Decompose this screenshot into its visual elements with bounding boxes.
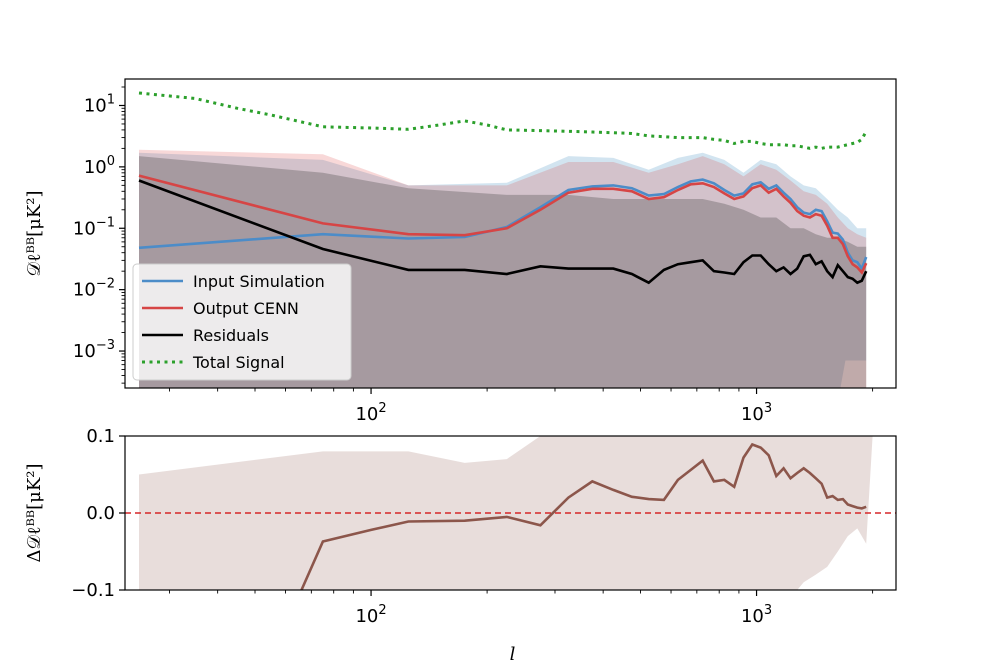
y-tick-label: 10−1 <box>73 215 115 239</box>
x-tick-base: 10 <box>355 404 378 425</box>
top-axes-frame <box>124 78 897 389</box>
legend-label: Output CENN <box>193 299 299 318</box>
bottom-y-tick-label: 0.0 <box>86 503 115 524</box>
top-series-lines <box>138 91 868 285</box>
top-y-axis-label: 𝒟ℓᴮᴮ[μK²] <box>24 190 45 276</box>
series-line-total-signal <box>138 91 868 150</box>
y-tick-exponent: −3 <box>96 338 115 353</box>
top-x-tick-label: 102 <box>355 401 386 425</box>
legend-label: Residuals <box>193 326 269 345</box>
y-tick-exponent: −2 <box>96 277 115 292</box>
top-x-tick-label: 103 <box>741 401 772 425</box>
y-tick-base: 10 <box>73 341 96 362</box>
bottom-y-axis-label: Δ𝒟ℓᴮᴮ[μK²] <box>24 463 45 562</box>
series-line-residuals <box>138 179 868 285</box>
bottom-series-lines <box>300 442 867 591</box>
x-tick-base: 10 <box>741 606 764 627</box>
y-tick-base: 10 <box>73 280 96 301</box>
x-tick-exponent: 2 <box>378 401 386 416</box>
series-line-output-cenn <box>138 174 868 275</box>
x-axis-label: l <box>510 644 516 664</box>
bottom-x-tick-label: 103 <box>741 603 772 627</box>
x-tick-exponent: 3 <box>764 401 772 416</box>
y-tick-exponent: 1 <box>107 92 115 107</box>
y-tick-label: 100 <box>84 154 115 178</box>
legend: Input Simulation Output CENN Residuals Tota… <box>132 263 352 381</box>
difference-line <box>300 442 867 591</box>
y-tick-label: 10−2 <box>73 277 115 301</box>
legend-label: Input Simulation <box>193 272 325 291</box>
x-tick-exponent: 3 <box>764 603 772 618</box>
legend-label: Total Signal <box>192 353 285 372</box>
y-tick-exponent: 0 <box>107 154 115 169</box>
y-tick-label: 10−3 <box>73 338 115 362</box>
y-tick-base: 10 <box>73 218 96 239</box>
x-tick-exponent: 2 <box>378 603 386 618</box>
x-tick-base: 10 <box>741 404 764 425</box>
y-tick-base: 10 <box>84 157 107 178</box>
y-tick-exponent: −1 <box>96 215 115 230</box>
bottom-y-tick-label: 0.1 <box>86 426 115 447</box>
bottom-y-tick-label: −0.1 <box>71 580 115 601</box>
y-tick-base: 10 <box>84 95 107 116</box>
x-tick-base: 10 <box>355 606 378 627</box>
bottom-x-tick-label: 102 <box>355 603 386 627</box>
y-tick-label: 101 <box>84 92 115 116</box>
legend-box <box>132 263 352 381</box>
series-line-input-simulation <box>138 178 868 272</box>
